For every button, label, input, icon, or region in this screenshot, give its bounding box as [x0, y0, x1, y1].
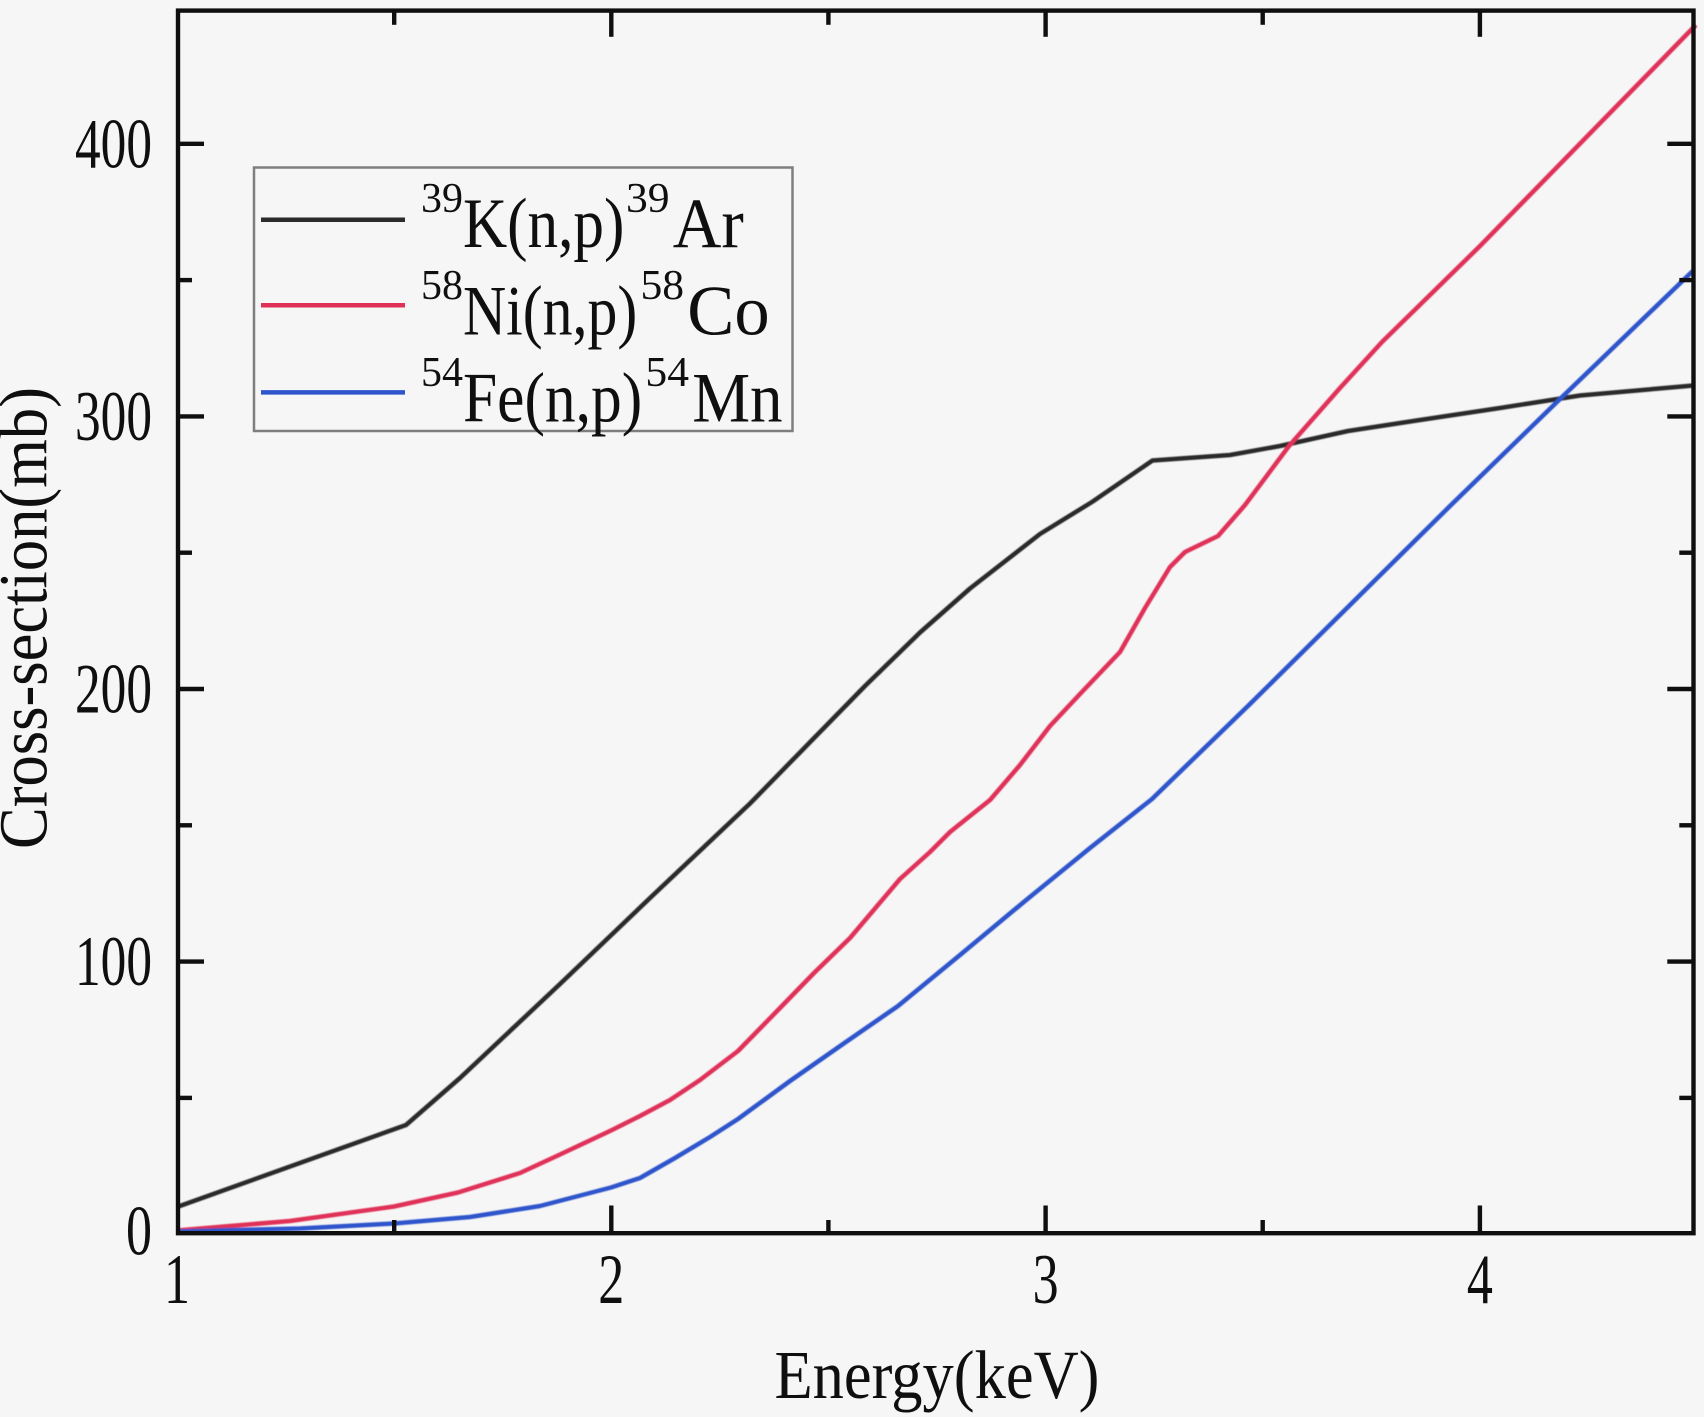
svg-text:58: 58 [421, 263, 463, 309]
svg-text:54: 54 [645, 350, 689, 396]
svg-text:1: 1 [164, 1241, 190, 1319]
svg-text:Fe(n,p): Fe(n,p) [463, 360, 642, 438]
svg-text:Ni(n,p): Ni(n,p) [463, 272, 637, 350]
svg-text:58: 58 [641, 263, 685, 309]
svg-text:39: 39 [626, 176, 670, 222]
svg-text:K(n,p): K(n,p) [463, 185, 624, 263]
svg-text:100: 100 [75, 923, 152, 1001]
svg-text:Co: Co [687, 272, 769, 350]
svg-text:Mn: Mn [692, 360, 782, 438]
svg-text:0: 0 [126, 1193, 152, 1271]
svg-text:4: 4 [1467, 1241, 1493, 1319]
svg-text:Cross-section(mb): Cross-section(mb) [0, 387, 62, 849]
svg-text:54: 54 [421, 350, 463, 396]
svg-text:400: 400 [75, 105, 152, 183]
svg-text:2: 2 [598, 1241, 624, 1319]
svg-text:Energy(keV): Energy(keV) [775, 1337, 1100, 1413]
svg-text:39: 39 [421, 176, 463, 222]
svg-text:3: 3 [1033, 1241, 1059, 1319]
svg-text:200: 200 [75, 651, 152, 729]
svg-text:Ar: Ar [673, 185, 744, 263]
svg-text:300: 300 [75, 378, 152, 456]
